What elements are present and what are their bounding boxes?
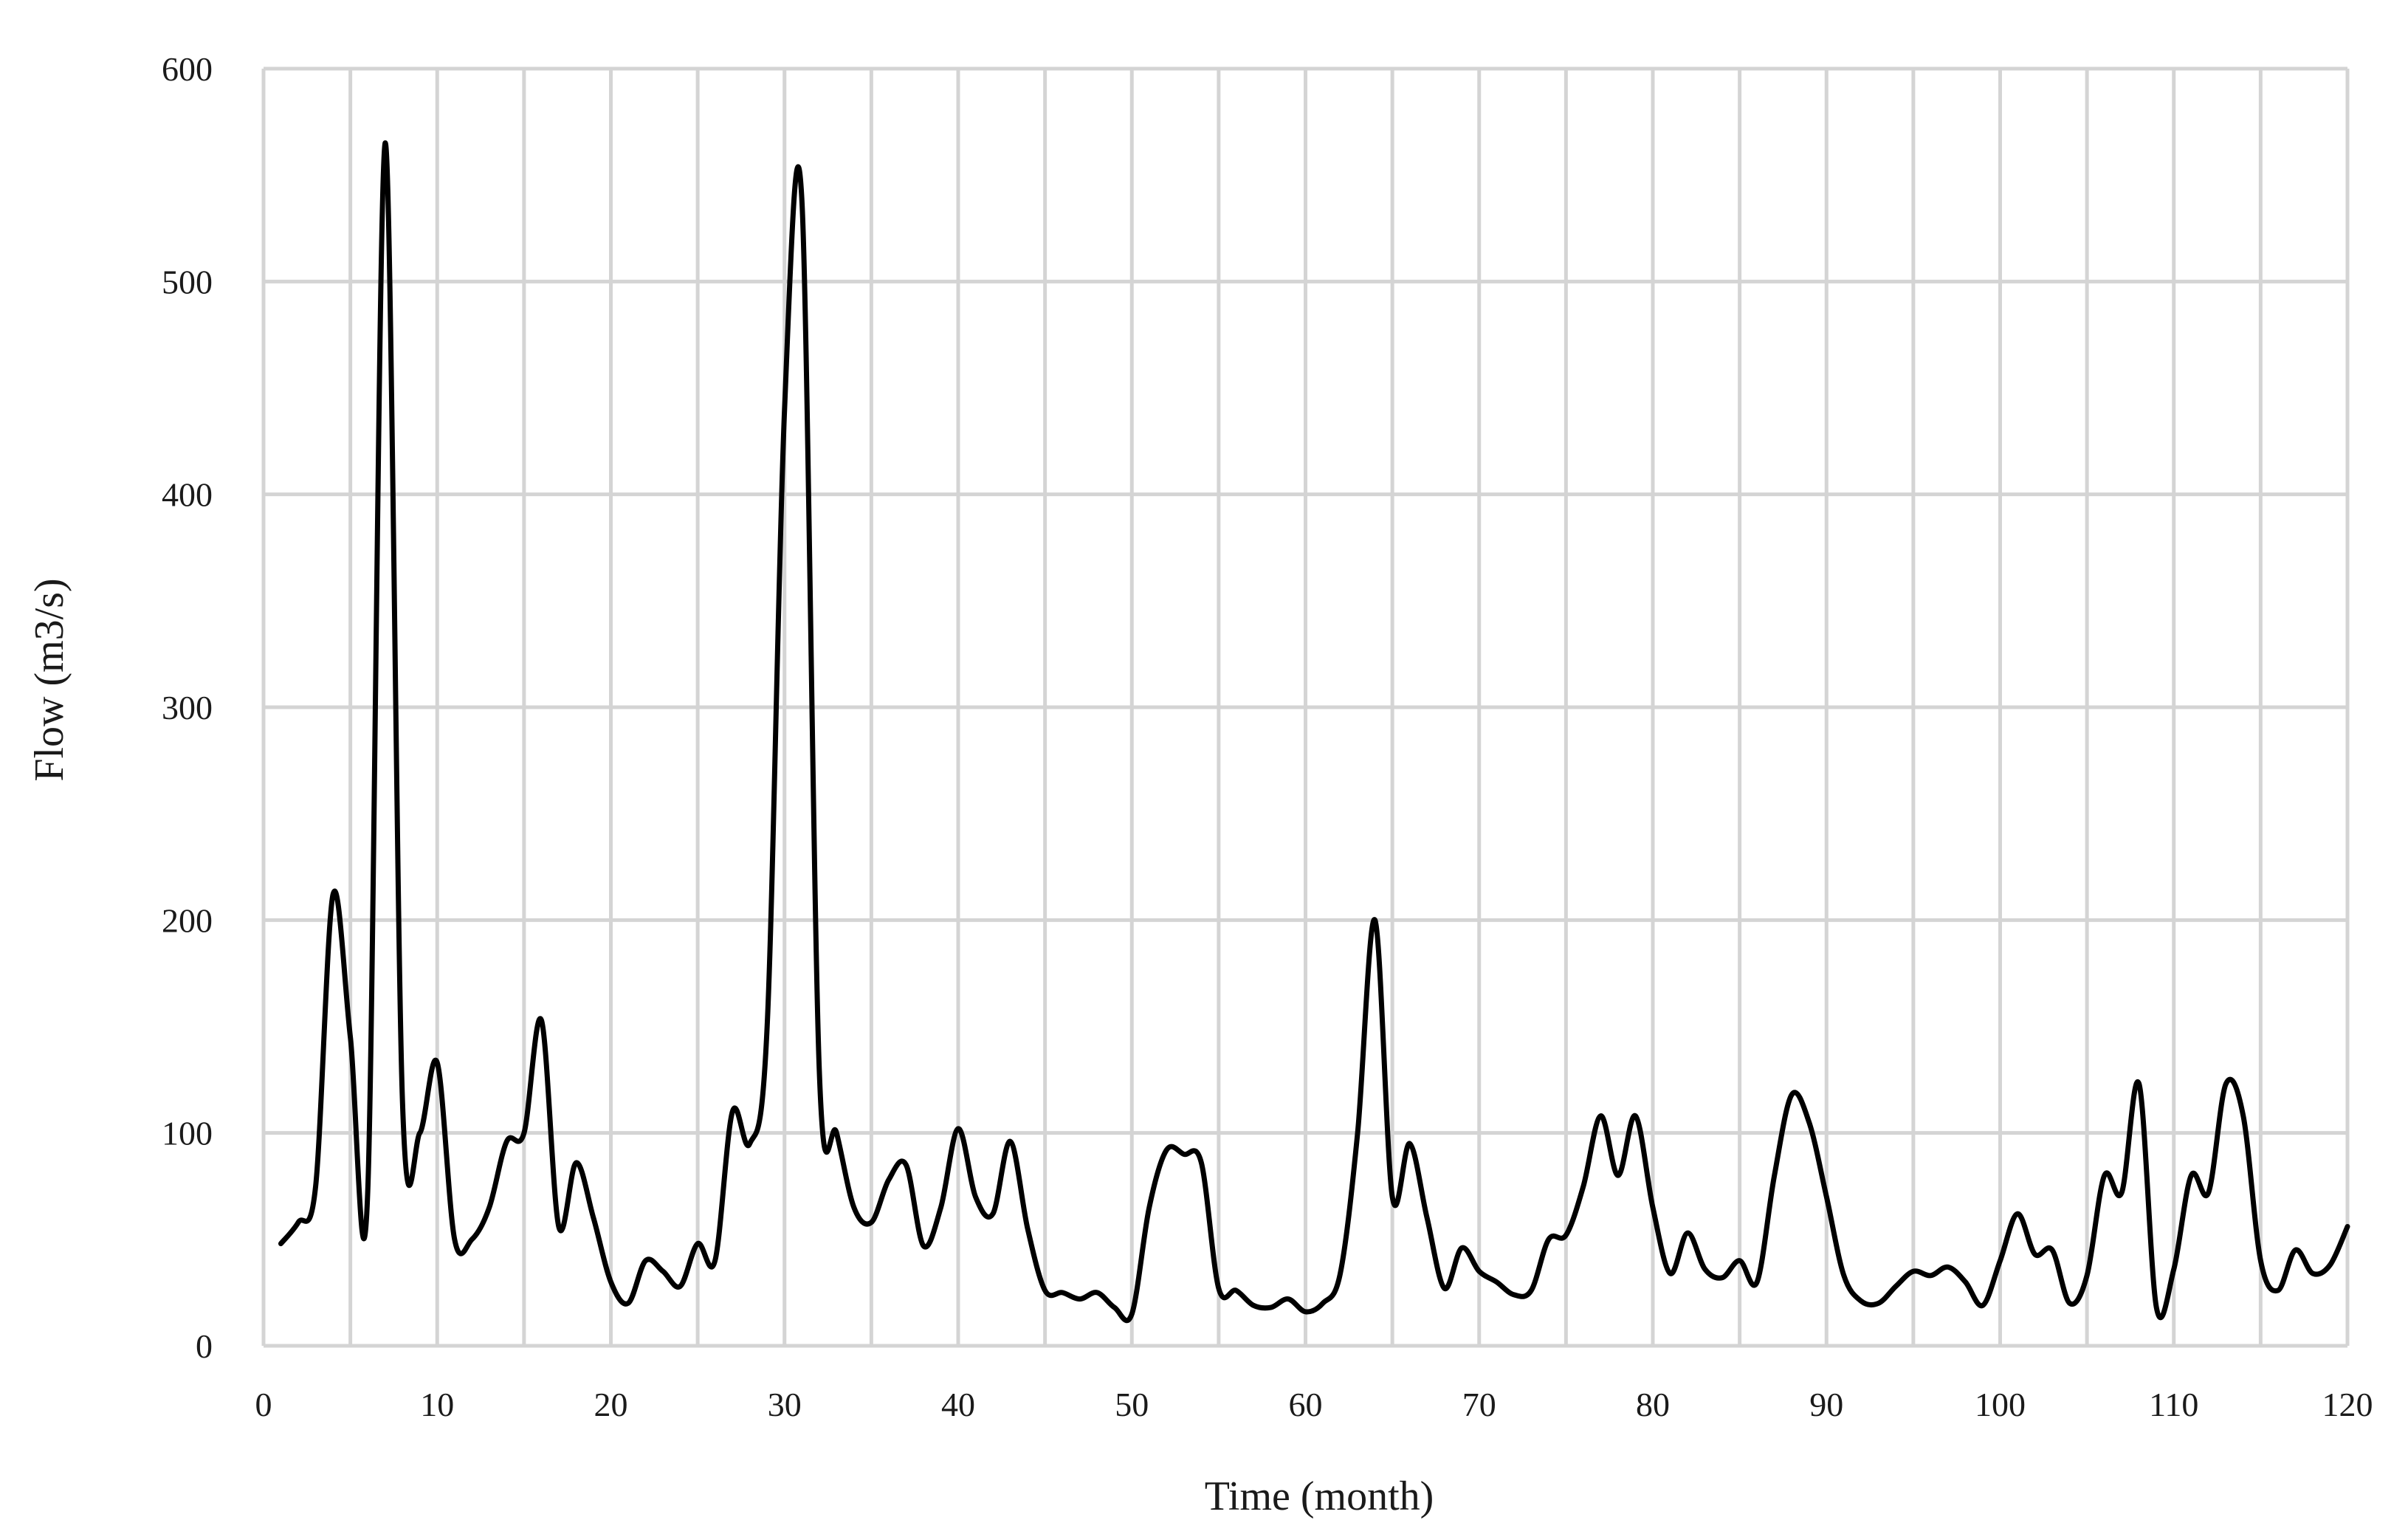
x-tick-label: 90 [1809, 1386, 1843, 1423]
x-tick-label: 70 [1462, 1386, 1496, 1423]
x-tick-label: 120 [2322, 1386, 2373, 1423]
y-tick-label: 500 [162, 263, 213, 300]
x-axis-tick-labels: 0 10 20 30 40 50 60 70 80 90 100 110 120 [255, 1386, 2373, 1423]
flow-series-line [278, 140, 2350, 1324]
x-tick-label: 50 [1115, 1386, 1149, 1423]
y-axis-title: Flow (m3/s) [27, 578, 72, 781]
y-tick-label: 100 [162, 1115, 213, 1152]
x-tick-label: 110 [2149, 1386, 2198, 1423]
horizontal-gridlines [264, 66, 2347, 1348]
y-tick-label: 400 [162, 476, 213, 514]
x-tick-label: 30 [768, 1386, 802, 1423]
x-tick-label: 0 [255, 1386, 272, 1423]
y-tick-label: 300 [162, 689, 213, 726]
y-tick-label: 200 [162, 901, 213, 939]
x-tick-label: 10 [420, 1386, 454, 1423]
x-tick-label: 60 [1289, 1386, 1323, 1423]
x-axis-title: Time (month) [1205, 1474, 1434, 1519]
x-tick-label: 20 [594, 1386, 628, 1423]
x-tick-label: 40 [941, 1386, 975, 1423]
y-tick-label: 600 [162, 50, 213, 88]
x-tick-label: 80 [1636, 1386, 1670, 1423]
x-tick-label: 100 [1975, 1386, 2026, 1423]
y-axis-tick-labels: 0 100 200 300 400 500 600 [162, 50, 213, 1365]
y-tick-label: 0 [196, 1327, 213, 1365]
